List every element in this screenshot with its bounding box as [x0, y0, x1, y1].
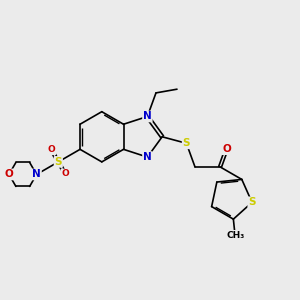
Text: N: N	[143, 152, 152, 162]
Text: O: O	[4, 169, 13, 179]
Text: O: O	[222, 144, 231, 154]
Text: S: S	[183, 138, 190, 148]
Text: O: O	[61, 169, 69, 178]
Text: S: S	[248, 197, 256, 207]
Text: N: N	[32, 169, 41, 179]
Text: O: O	[47, 146, 55, 154]
Text: S: S	[55, 157, 62, 167]
Text: N: N	[143, 112, 152, 122]
Text: CH₃: CH₃	[226, 231, 244, 240]
